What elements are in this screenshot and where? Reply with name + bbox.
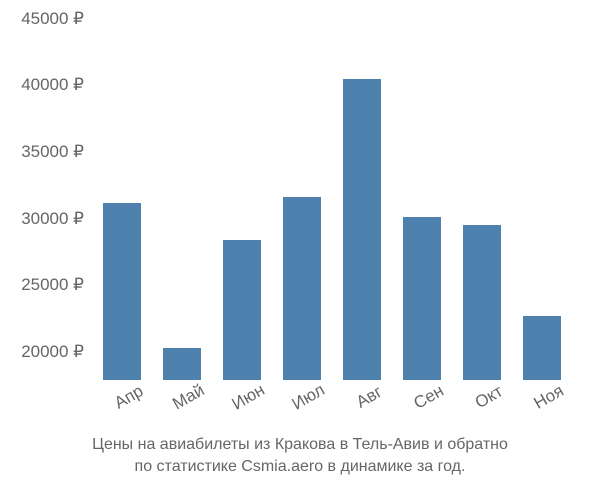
caption-line-2: по статистике Csmia.aero в динамике за г… [0, 456, 600, 478]
plot-area: 20000 ₽25000 ₽30000 ₽35000 ₽40000 ₽45000… [92, 20, 572, 380]
y-tick-label: 30000 ₽ [21, 209, 92, 229]
bar [103, 203, 141, 380]
chart-caption: Цены на авиабилеты из Кракова в Тель-Ави… [0, 434, 600, 479]
bar [523, 316, 561, 380]
bars-layer [92, 20, 572, 380]
caption-line-1: Цены на авиабилеты из Кракова в Тель-Ави… [0, 434, 600, 456]
bar [463, 225, 501, 380]
bar [403, 217, 441, 380]
y-tick-label: 20000 ₽ [21, 342, 92, 362]
bar [223, 240, 261, 380]
y-tick-label: 35000 ₽ [21, 142, 92, 162]
price-chart: 20000 ₽ 25000 ₽ 30000 ₽ 35000 ₽ 40000 ₽ 45000… [0, 0, 600, 500]
y-tick-label: 40000 ₽ [21, 75, 92, 95]
y-tick-label: 45000 ₽ [21, 9, 92, 29]
bar [283, 197, 321, 380]
bar [343, 79, 381, 380]
y-tick-label: 25000 ₽ [21, 275, 92, 295]
